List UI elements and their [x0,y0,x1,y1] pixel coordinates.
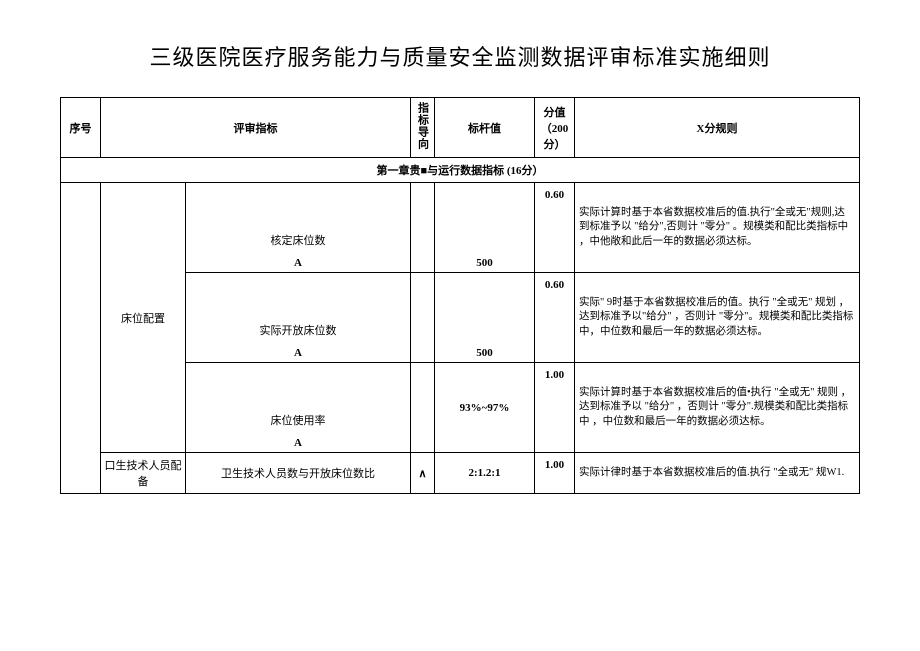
score-cell: 0.60 [535,273,575,363]
indicator-name: 床位使用率 [189,387,407,428]
target-value: 93%~97% [438,402,531,414]
table-row: 床位配置 核定床位数 A 500 0.60 实际计算时基于本省数据校准后的值.执… [61,183,860,273]
header-score: 分值（200分） [535,98,575,158]
section-title: 第一章贵■与运行数据指标 (16分） [61,158,860,183]
indicator-cell: 核定床位数 A [186,183,411,273]
table-row: 口生技术人员配备 卫生技术人员数与开放床位数比 ∧ 2:1.2:1 1.00 实… [61,453,860,494]
category-cell: 床位配置 [101,183,186,453]
header-target: 标杆值 [435,98,535,158]
direction-cell [411,363,435,453]
direction-cell: ∧ [411,453,435,494]
target-value: 500 [435,347,534,359]
indicator-cell: 实际开放床位数 A [186,273,411,363]
header-rule: X分规则 [575,98,860,158]
target-cell: 93%~97% [435,363,535,453]
indicator-name: 核定床位数 [189,207,407,248]
indicator-a: A [186,257,410,269]
category-cell: 口生技术人员配备 [101,453,186,494]
rule-cell: 实际计算时基于本省数据校准后的值.执行"全或无"规则,达到标准予以 "给分",否… [575,183,860,273]
target-cell: 500 [435,183,535,273]
rule-cell: 实际" 9时基于本省数据校准后的值。执行 "全或无" 规划 ，达到标准予以"给分… [575,273,860,363]
seq-cell [61,183,101,494]
score-cell: 0.60 [535,183,575,273]
header-direction: 指标导向 [411,98,435,158]
indicator-cell: 床位使用率 A [186,363,411,453]
target-cell: 2:1.2:1 [435,453,535,494]
indicator-a: A [186,437,410,449]
indicator-a: A [186,347,410,359]
score-cell: 1.00 [535,453,575,494]
header-seq: 序号 [61,98,101,158]
header-indicator: 评审指标 [101,98,411,158]
target-value: 500 [435,257,534,269]
rule-cell: 实际计律时基于本省数据校准后的值.执行 "全或无" 规W1. [575,453,860,494]
rule-cell: 实际计算时基于本省数据校准后的值•执行 "全或无" 规则 ，达到标准予以 "给分… [575,363,860,453]
header-row: 序号 评审指标 指标导向 标杆值 分值（200分） X分规则 [61,98,860,158]
main-table: 序号 评审指标 指标导向 标杆值 分值（200分） X分规则 第一章贵■与运行数… [60,97,860,494]
direction-cell [411,273,435,363]
direction-cell [411,183,435,273]
target-cell: 500 [435,273,535,363]
section-header: 第一章贵■与运行数据指标 (16分） [61,158,860,183]
page-title: 三级医院医疗服务能力与质量安全监测数据评审标准实施细则 [60,40,860,72]
indicator-cell: 卫生技术人员数与开放床位数比 [186,453,411,494]
indicator-name: 实际开放床位数 [189,297,407,338]
score-cell: 1.00 [535,363,575,453]
